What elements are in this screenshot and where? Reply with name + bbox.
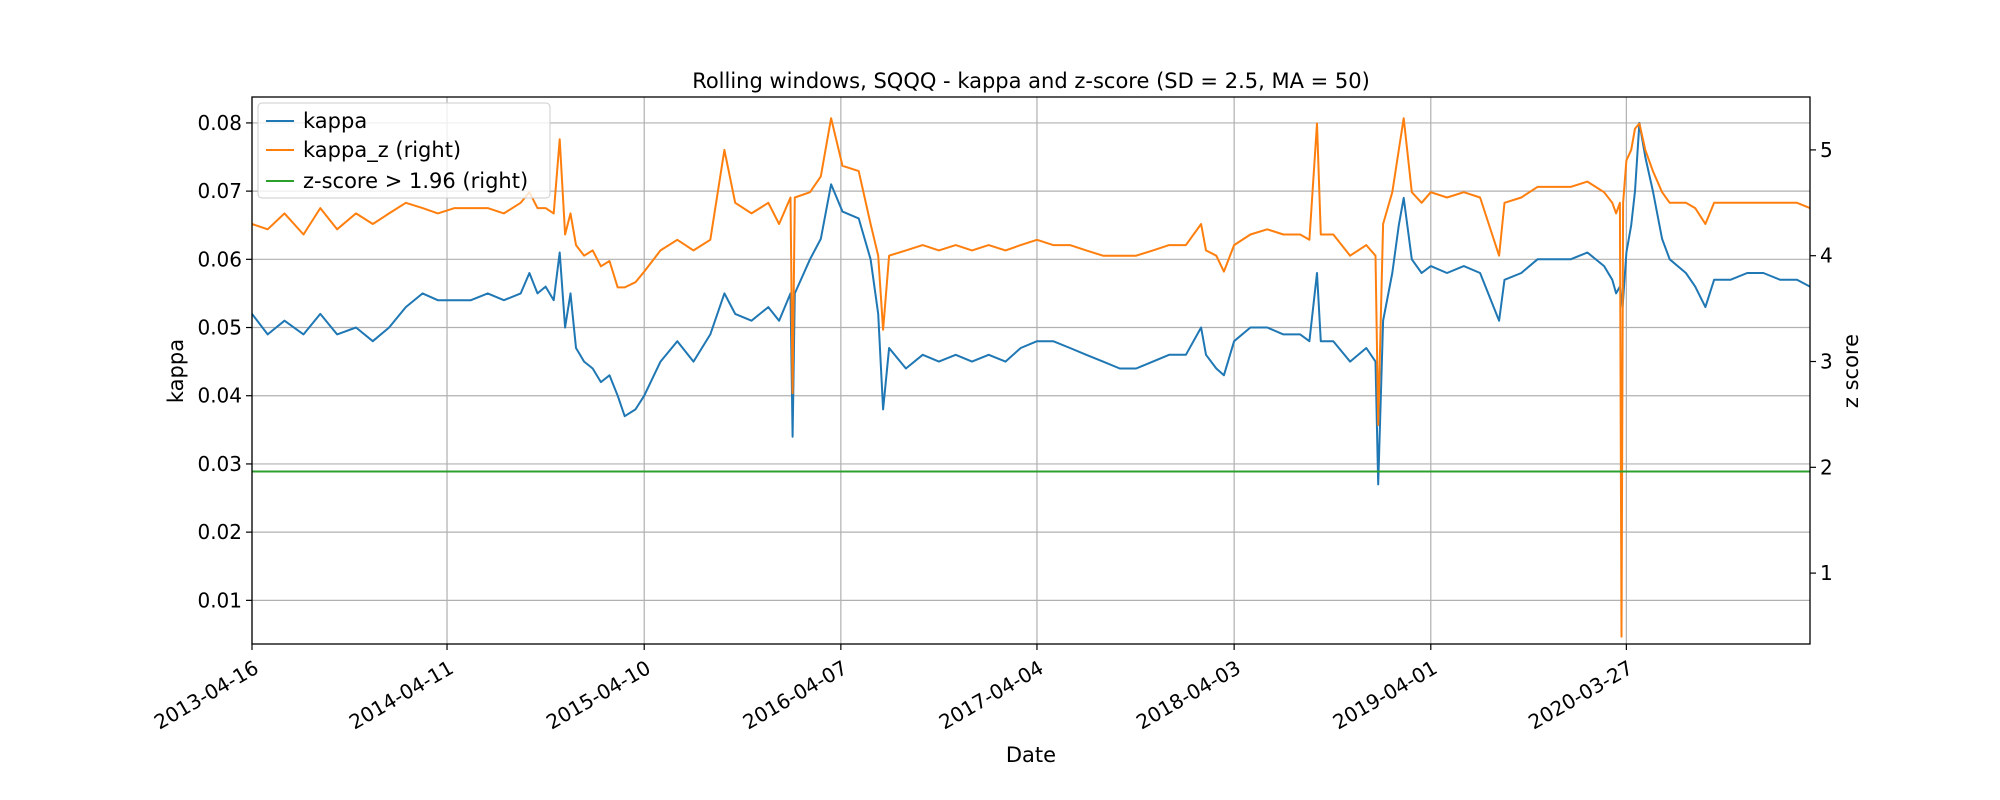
legend-label-kappa: kappa xyxy=(303,109,367,133)
legend-label-threshold: z-score > 1.96 (right) xyxy=(303,169,528,193)
y2-tick-label: 3 xyxy=(1820,350,1833,374)
y-tick-label: 0.04 xyxy=(197,384,242,408)
y2-tick-label: 2 xyxy=(1820,455,1833,479)
kappa-z-line xyxy=(251,117,1811,638)
y-tick-label: 0.05 xyxy=(197,316,242,340)
y-axis-left: 0.01 0.02 0.03 0.04 0.05 0.06 0.07 0.08 xyxy=(197,111,252,612)
y-axis-label-right: z score xyxy=(1839,334,1863,408)
chart-title: Rolling windows, SQQQ - kappa and z-scor… xyxy=(692,69,1370,93)
y2-tick-label: 5 xyxy=(1820,138,1833,162)
legend-box xyxy=(257,102,551,199)
y2-tick-label: 1 xyxy=(1820,561,1833,585)
y2-tick-label: 4 xyxy=(1820,244,1833,268)
y-axis-right: 1 2 3 4 5 xyxy=(1810,138,1833,585)
plot-frame xyxy=(251,96,1811,645)
kappa-line xyxy=(251,121,1811,486)
plot-series xyxy=(251,117,1811,638)
y-tick-label: 0.08 xyxy=(197,111,242,135)
legend-label-kappa-z: kappa_z (right) xyxy=(303,138,461,163)
legend: kappa kappa_z (right) z-score > 1.96 (ri… xyxy=(257,102,551,199)
y-tick-label: 0.07 xyxy=(197,179,242,203)
x-axis-label: Date xyxy=(1006,743,1056,767)
y-tick-label: 0.01 xyxy=(197,588,242,612)
y-axis-label-left: kappa xyxy=(164,339,188,403)
y-tick-label: 0.03 xyxy=(197,452,242,476)
y-tick-label: 0.06 xyxy=(197,247,242,271)
y-tick-label: 0.02 xyxy=(197,520,242,544)
